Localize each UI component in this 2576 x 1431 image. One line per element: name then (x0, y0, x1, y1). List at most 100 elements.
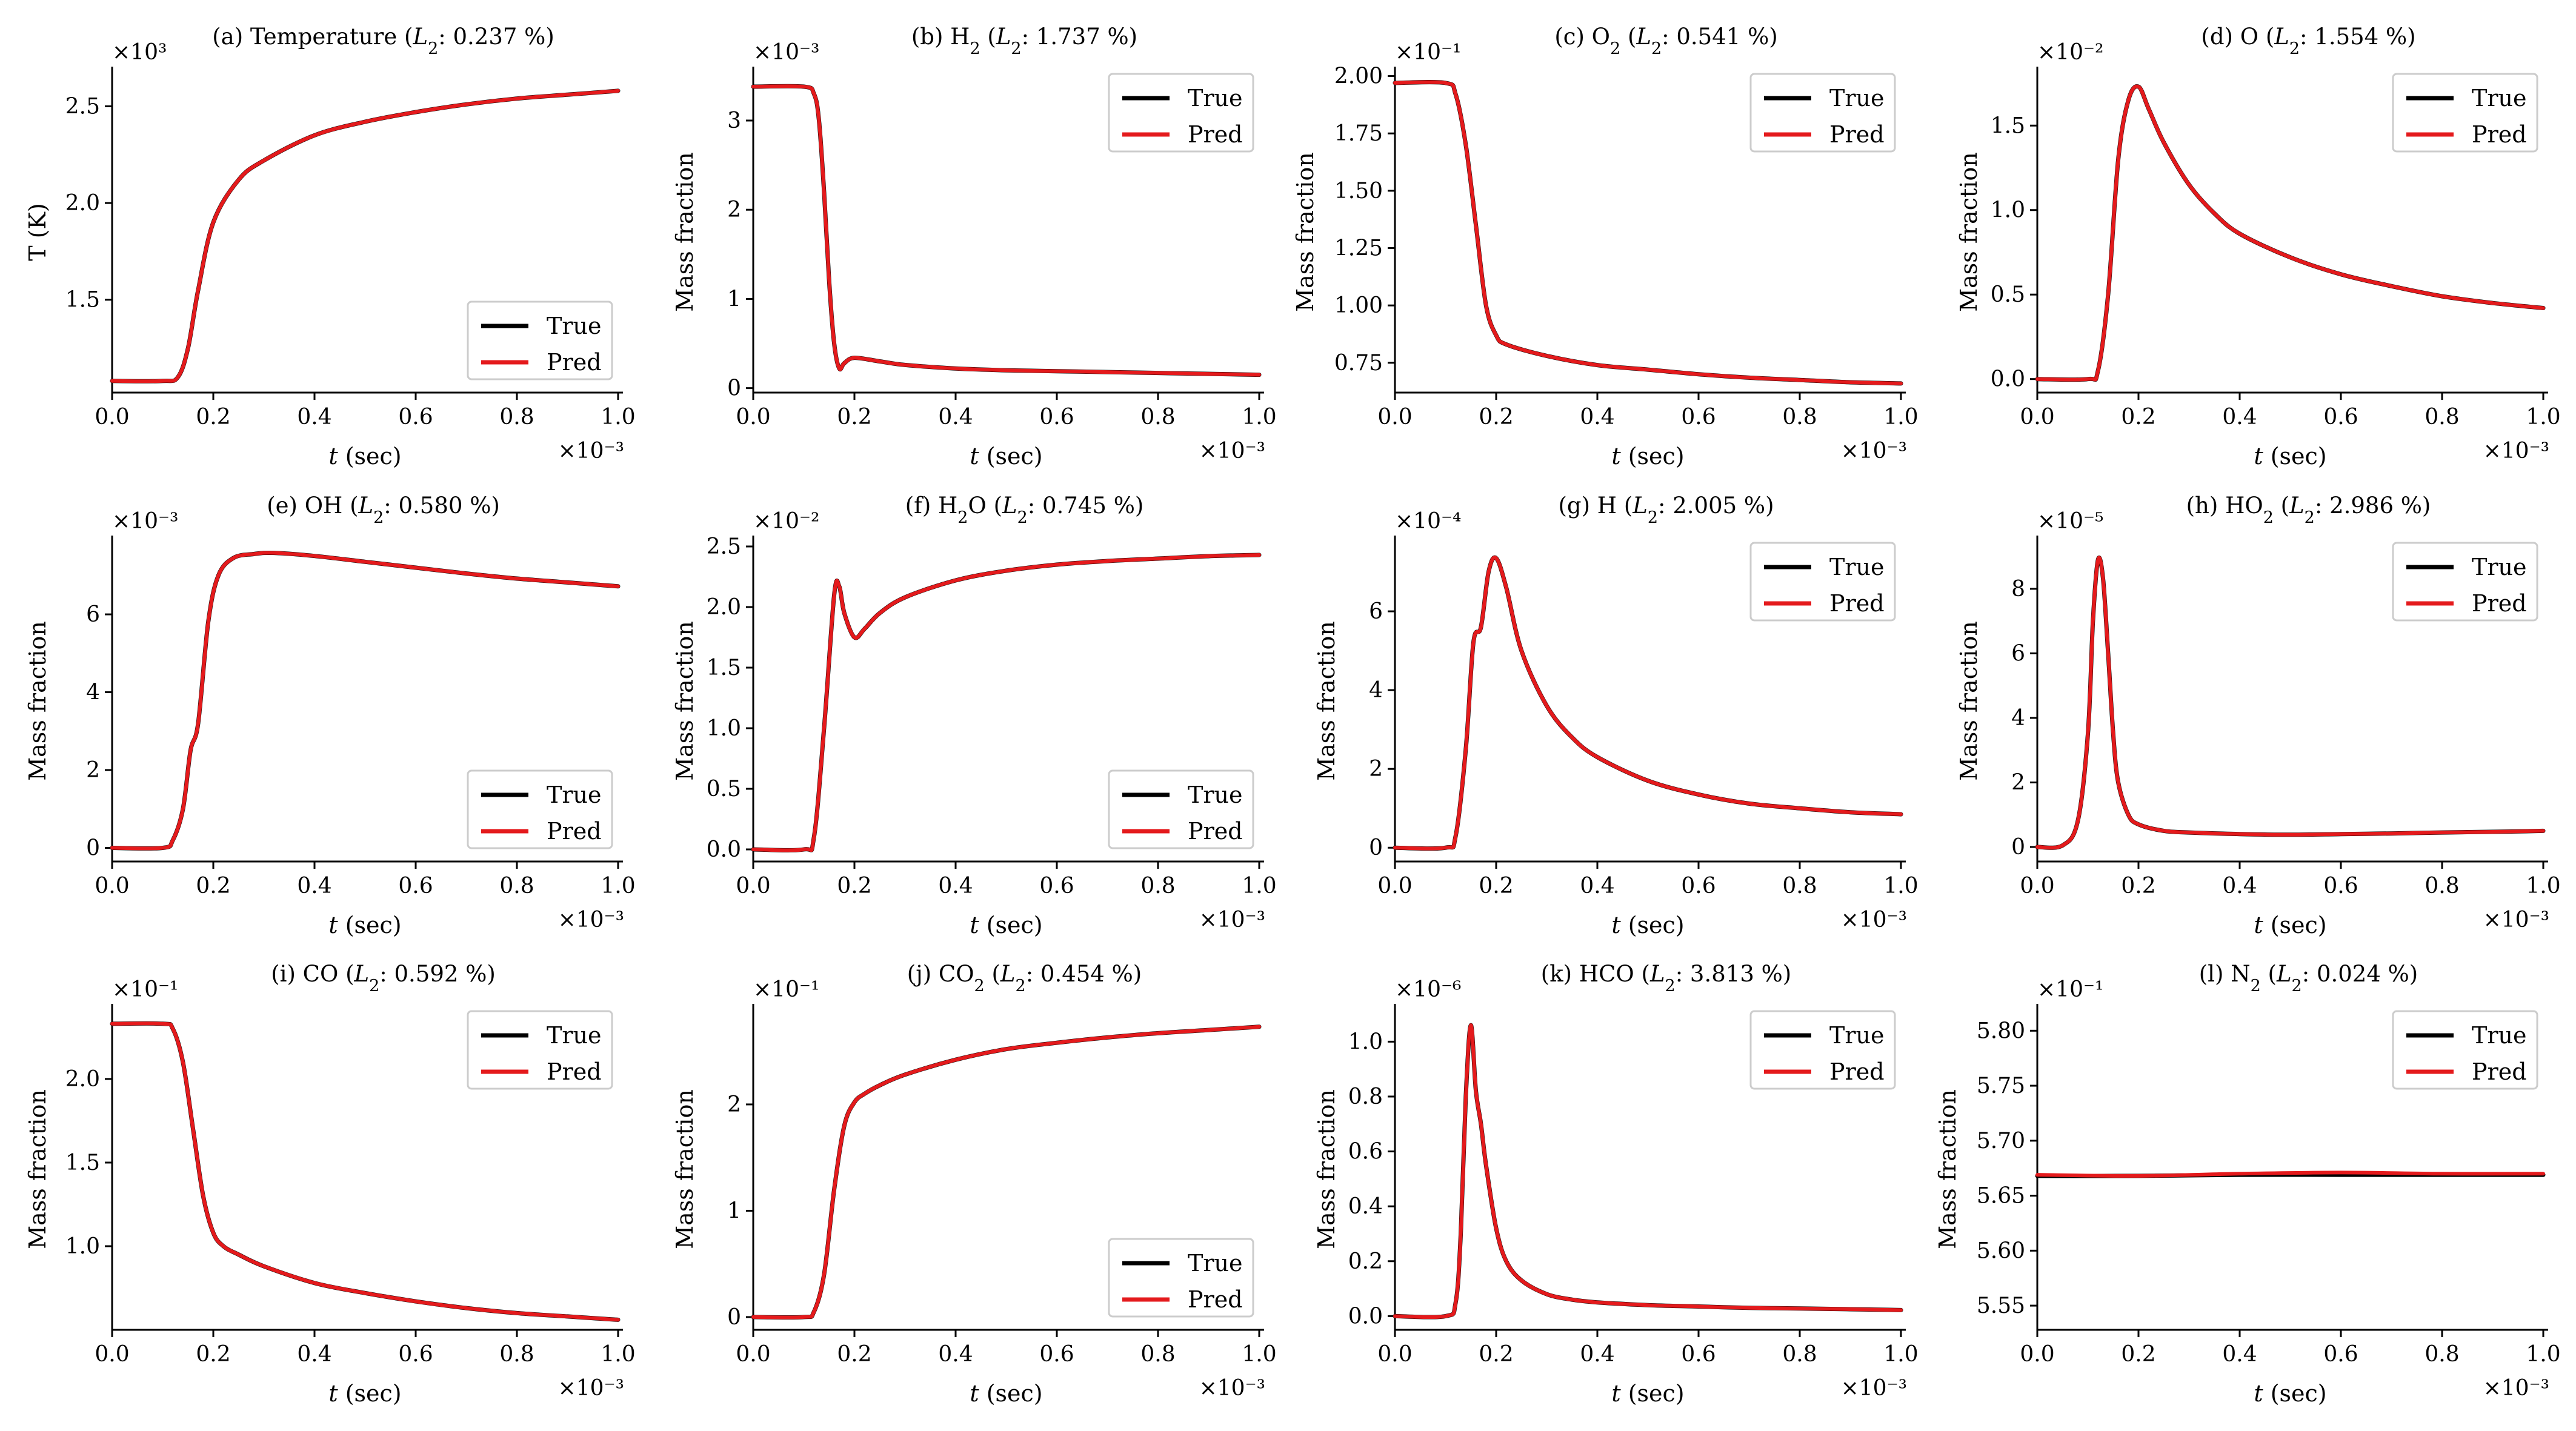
legend-label-pred: Pred (547, 818, 602, 845)
y-offset-text: ×10⁻² (2037, 40, 2103, 65)
y-axis-label: Mass fraction (671, 1089, 698, 1249)
y-axis-label: Mass fraction (1955, 152, 1982, 312)
y-tick-label: 2.5 (65, 94, 100, 119)
x-tick-label: 0.0 (1377, 1342, 1412, 1367)
series-line-pred (110, 1021, 620, 1322)
x-tick-label: 1.0 (601, 1342, 635, 1367)
y-offset-text: ×10⁻¹ (1395, 40, 1461, 65)
x-tick-label: 0.2 (1479, 874, 1513, 898)
subplot-c: 0.0 0.2 0.4 0.6 0.8 1.0 0.75 1.00 1.25 1.50 1.75 2.… (1292, 24, 1919, 470)
x-axis-label: t (sec) (2254, 443, 2326, 470)
x-tick-label: 0.6 (1039, 874, 1074, 898)
y-axis-label: Mass fraction (671, 152, 698, 312)
legend-label-pred: Pred (1829, 1058, 1885, 1085)
x-tick-label: 1.0 (2526, 405, 2560, 430)
y-offset-text: ×10⁻³ (753, 40, 819, 65)
x-tick-label: 0.0 (2020, 874, 2054, 898)
x-tick-label: 0.8 (1782, 1342, 1817, 1367)
y-tick-label: 0.6 (1348, 1140, 1383, 1164)
x-axis-label: t (sec) (1611, 443, 1684, 470)
x-offset-text: ×10⁻³ (1841, 908, 1907, 932)
subplot-title: (h) HO2 (L2: 2.986 %) (2186, 493, 2431, 527)
x-axis-label: t (sec) (970, 912, 1042, 938)
x-tick-label: 0.8 (2425, 405, 2459, 430)
legend-label-pred: Pred (2472, 590, 2527, 617)
subplot-k: 0.0 0.2 0.4 0.6 0.8 1.0 0.0 0.2 0.4 0.6 0.8 1.0 ×10⁻… (1313, 961, 1919, 1407)
x-offset-text: ×10⁻³ (558, 439, 624, 463)
x-tick-label: 0.2 (837, 1342, 871, 1367)
x-tick-label: 0.4 (297, 405, 331, 430)
x-tick-label: 0.8 (499, 1342, 534, 1367)
x-tick-label: 0.0 (95, 874, 129, 898)
y-tick-label: 0.75 (1334, 351, 1383, 376)
x-tick-label: 0.8 (1140, 874, 1175, 898)
y-tick-label: 2.5 (707, 534, 741, 559)
x-tick-label: 1.0 (601, 874, 635, 898)
legend-box (467, 300, 613, 380)
y-tick-label: 2.0 (65, 1067, 100, 1092)
x-tick-label: 0.8 (2425, 874, 2459, 898)
x-axis-label: t (sec) (1611, 912, 1684, 938)
legend-label-pred: Pred (1188, 818, 1243, 845)
legend-label-pred: Pred (547, 349, 602, 376)
series-line-pred (751, 84, 1261, 377)
subplot-title: (b) H2 (L2: 1.737 %) (911, 24, 1137, 58)
subplot-e: 0.0 0.2 0.4 0.6 0.8 1.0 0 2 4 6 ×10⁻³ ×10⁻³ (e) OH (… (24, 493, 636, 938)
x-tick-label: 0.0 (736, 874, 770, 898)
legend-label-pred: Pred (2472, 1058, 2527, 1085)
y-tick-label: 1.0 (1348, 1029, 1383, 1054)
x-offset-text: ×10⁻³ (1199, 1376, 1265, 1401)
legend-label-true: True (2472, 1022, 2526, 1049)
x-tick-label: 0.4 (2222, 405, 2257, 430)
legend-label-true: True (547, 1022, 601, 1049)
x-offset-text: ×10⁻³ (558, 1376, 624, 1401)
y-tick-label: 5.80 (1977, 1018, 2025, 1043)
x-tick-label: 0.4 (938, 1342, 973, 1367)
y-tick-label: 4 (2011, 706, 2025, 731)
y-tick-label: 1.00 (1334, 293, 1383, 318)
x-tick-label: 0.2 (2121, 874, 2155, 898)
y-tick-label: 1 (727, 1198, 741, 1223)
x-axis-label: t (sec) (2254, 1380, 2326, 1407)
series-line-pred (2035, 1170, 2545, 1178)
y-axis-label: Mass fraction (1934, 1089, 1961, 1249)
y-tick-label: 4 (1369, 678, 1383, 703)
y-tick-label: 0.2 (1348, 1249, 1383, 1274)
y-tick-label: 2.0 (707, 595, 741, 620)
y-tick-label: 1.5 (65, 1150, 100, 1175)
legend-label-pred: Pred (1829, 590, 1885, 617)
x-axis-label: t (sec) (2254, 912, 2326, 938)
y-tick-label: 6 (86, 602, 100, 627)
series-line-pred (2035, 84, 2545, 382)
x-tick-label: 0.2 (196, 1342, 230, 1367)
x-tick-label: 0.0 (736, 405, 770, 430)
y-axis-label: Mass fraction (1292, 152, 1319, 312)
series-line-pred (1393, 1023, 1903, 1320)
y-tick-label: 0.5 (707, 777, 741, 802)
x-axis-label: t (sec) (328, 912, 401, 938)
y-axis-label: Mass fraction (1313, 621, 1340, 781)
y-tick-label: 0.0 (1348, 1304, 1383, 1329)
x-tick-label: 0.2 (2121, 405, 2155, 430)
x-tick-label: 0.6 (398, 405, 433, 430)
x-tick-label: 0.0 (2020, 1342, 2054, 1367)
x-tick-label: 1.0 (1883, 874, 1918, 898)
y-offset-text: ×10⁻⁶ (1395, 977, 1461, 1002)
legend-box (1108, 1238, 1254, 1318)
y-tick-label: 2 (727, 1092, 741, 1117)
x-tick-label: 1.0 (1242, 1342, 1276, 1367)
x-offset-text: ×10⁻³ (1199, 908, 1265, 932)
y-axis-label: Mass fraction (1955, 621, 1982, 781)
y-tick-label: 3 (727, 108, 741, 133)
x-tick-label: 0.2 (196, 405, 230, 430)
series-line-pred (110, 551, 620, 851)
subplot-title: (c) O2 (L2: 0.541 %) (1554, 24, 1777, 58)
legend-label-pred: Pred (547, 1058, 602, 1085)
subplot-title: (f) H2O (L2: 0.745 %) (905, 493, 1144, 527)
series-line-pred (1393, 80, 1903, 385)
x-offset-text: ×10⁻³ (1199, 439, 1265, 463)
x-offset-text: ×10⁻³ (558, 908, 624, 932)
x-tick-label: 0.8 (1140, 405, 1175, 430)
y-tick-label: 1.50 (1334, 179, 1383, 204)
